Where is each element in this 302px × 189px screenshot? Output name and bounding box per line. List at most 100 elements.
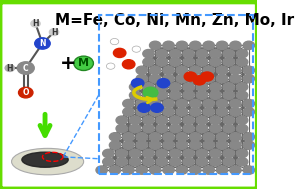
Circle shape xyxy=(217,74,228,83)
Circle shape xyxy=(190,141,201,149)
Circle shape xyxy=(196,50,208,58)
FancyBboxPatch shape xyxy=(0,2,257,189)
Circle shape xyxy=(96,166,107,174)
Circle shape xyxy=(203,99,214,108)
Circle shape xyxy=(183,124,194,133)
Circle shape xyxy=(103,158,114,166)
Circle shape xyxy=(236,91,248,99)
Circle shape xyxy=(210,124,221,133)
Circle shape xyxy=(190,133,201,141)
Circle shape xyxy=(183,158,194,166)
Circle shape xyxy=(196,149,208,158)
Text: H: H xyxy=(32,19,39,28)
Circle shape xyxy=(236,58,248,66)
Circle shape xyxy=(243,66,255,74)
Circle shape xyxy=(136,133,147,141)
Circle shape xyxy=(130,91,141,99)
Circle shape xyxy=(223,91,234,99)
Ellipse shape xyxy=(22,152,68,167)
Circle shape xyxy=(136,66,147,74)
Circle shape xyxy=(183,116,194,124)
Circle shape xyxy=(130,116,141,124)
Circle shape xyxy=(183,149,194,158)
Circle shape xyxy=(243,108,255,116)
Circle shape xyxy=(203,66,214,74)
Circle shape xyxy=(210,116,221,124)
Ellipse shape xyxy=(11,148,84,175)
Circle shape xyxy=(223,149,234,158)
Circle shape xyxy=(116,149,127,158)
Circle shape xyxy=(143,58,154,66)
Circle shape xyxy=(149,99,161,108)
Circle shape xyxy=(109,141,121,149)
Circle shape xyxy=(230,141,241,149)
Circle shape xyxy=(230,133,241,141)
Circle shape xyxy=(123,141,134,149)
Text: C: C xyxy=(23,64,29,73)
Circle shape xyxy=(236,124,248,133)
Circle shape xyxy=(196,116,208,124)
Circle shape xyxy=(116,116,127,124)
Circle shape xyxy=(35,38,50,49)
Circle shape xyxy=(176,66,188,74)
Circle shape xyxy=(210,149,221,158)
Circle shape xyxy=(196,124,208,133)
Circle shape xyxy=(103,149,114,158)
Circle shape xyxy=(149,166,161,174)
Circle shape xyxy=(138,103,150,112)
Circle shape xyxy=(176,108,188,116)
Circle shape xyxy=(157,79,170,88)
Circle shape xyxy=(236,149,248,158)
Circle shape xyxy=(190,108,201,116)
Circle shape xyxy=(201,72,214,81)
Circle shape xyxy=(183,58,194,66)
Circle shape xyxy=(236,116,248,124)
Circle shape xyxy=(163,166,174,174)
Circle shape xyxy=(156,58,168,66)
Circle shape xyxy=(230,108,241,116)
Circle shape xyxy=(136,108,147,116)
Circle shape xyxy=(230,166,241,174)
Circle shape xyxy=(109,166,121,174)
Circle shape xyxy=(210,83,221,91)
Circle shape xyxy=(190,166,201,174)
Circle shape xyxy=(110,38,119,45)
Circle shape xyxy=(223,58,234,66)
Circle shape xyxy=(143,124,154,133)
Circle shape xyxy=(210,58,221,66)
Circle shape xyxy=(123,108,134,116)
Circle shape xyxy=(116,158,127,166)
Text: H: H xyxy=(51,28,57,37)
Circle shape xyxy=(236,158,248,166)
Circle shape xyxy=(236,83,248,91)
Circle shape xyxy=(170,158,181,166)
Circle shape xyxy=(243,74,255,83)
Circle shape xyxy=(243,41,255,50)
Circle shape xyxy=(143,116,154,124)
Circle shape xyxy=(176,133,188,141)
Circle shape xyxy=(130,149,141,158)
Circle shape xyxy=(203,41,214,50)
Circle shape xyxy=(196,91,208,99)
Circle shape xyxy=(156,124,168,133)
Circle shape xyxy=(217,133,228,141)
Circle shape xyxy=(122,60,135,69)
Circle shape xyxy=(243,99,255,108)
Circle shape xyxy=(217,66,228,74)
Circle shape xyxy=(5,65,14,71)
Circle shape xyxy=(149,108,161,116)
Circle shape xyxy=(236,50,248,58)
Circle shape xyxy=(176,74,188,83)
Circle shape xyxy=(163,141,174,149)
Circle shape xyxy=(217,99,228,108)
Circle shape xyxy=(243,133,255,141)
Circle shape xyxy=(170,58,181,66)
Circle shape xyxy=(123,133,134,141)
Circle shape xyxy=(210,158,221,166)
Circle shape xyxy=(156,158,168,166)
Circle shape xyxy=(149,41,161,50)
Circle shape xyxy=(130,83,141,91)
Circle shape xyxy=(190,41,201,50)
Circle shape xyxy=(190,99,201,108)
Circle shape xyxy=(109,133,121,141)
